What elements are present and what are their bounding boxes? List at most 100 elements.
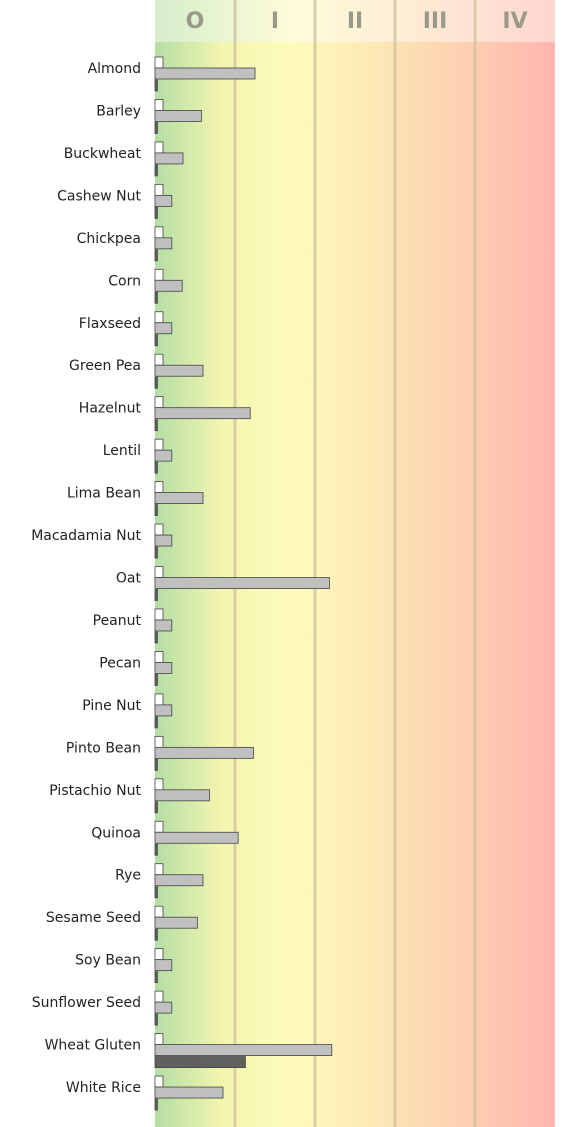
category-label: Chickpea bbox=[77, 231, 141, 247]
bar bbox=[154, 311, 164, 324]
bar bbox=[154, 971, 158, 984]
bar bbox=[154, 492, 204, 505]
bar bbox=[154, 353, 164, 366]
category-label: Green Pea bbox=[69, 358, 141, 374]
bar bbox=[154, 206, 158, 219]
category-label: Quinoa bbox=[91, 825, 141, 841]
category-label: Pecan bbox=[99, 655, 141, 671]
category-label: Almond bbox=[88, 61, 141, 77]
category-label: Cashew Nut bbox=[57, 188, 141, 204]
bar bbox=[154, 886, 158, 899]
band-label: I bbox=[271, 9, 279, 34]
bar bbox=[154, 110, 202, 122]
bar bbox=[154, 504, 158, 517]
category-label: Pine Nut bbox=[82, 698, 141, 714]
band-label: III bbox=[423, 9, 448, 34]
category-label: Buckwheat bbox=[64, 146, 142, 162]
category-label: Peanut bbox=[93, 613, 142, 629]
bar bbox=[154, 916, 198, 929]
bar bbox=[154, 291, 158, 304]
bar bbox=[154, 662, 173, 674]
bar bbox=[154, 693, 164, 706]
bar bbox=[154, 1086, 224, 1099]
bar bbox=[154, 322, 173, 335]
bar bbox=[154, 831, 239, 844]
band-label: II bbox=[347, 9, 363, 34]
bar bbox=[154, 1056, 246, 1068]
category-label: Hazelnut bbox=[79, 401, 142, 417]
category-label: Rye bbox=[115, 868, 141, 884]
bar bbox=[154, 523, 164, 536]
bar bbox=[154, 226, 164, 239]
category-label: Lima Bean bbox=[67, 486, 141, 502]
bar bbox=[154, 67, 256, 80]
category-label: Sesame Seed bbox=[46, 910, 141, 926]
bar bbox=[154, 905, 164, 918]
bar bbox=[154, 651, 164, 663]
category-label: Wheat Gluten bbox=[45, 1038, 141, 1054]
bar bbox=[154, 619, 173, 632]
bar bbox=[154, 279, 183, 292]
bar bbox=[154, 843, 158, 856]
bar bbox=[154, 438, 164, 451]
bar bbox=[154, 746, 254, 759]
bar bbox=[154, 419, 158, 432]
bar bbox=[154, 237, 173, 250]
bar bbox=[154, 461, 158, 474]
category-label: Oat bbox=[116, 571, 142, 587]
bar bbox=[154, 164, 158, 177]
bar bbox=[154, 589, 158, 601]
bar bbox=[154, 183, 164, 196]
bar bbox=[154, 801, 158, 814]
bar bbox=[154, 534, 173, 547]
bar bbox=[154, 268, 164, 281]
band-header bbox=[155, 0, 555, 42]
bar bbox=[154, 1001, 173, 1014]
bar bbox=[154, 577, 330, 589]
bar bbox=[154, 789, 210, 802]
bar bbox=[154, 249, 158, 262]
bar bbox=[154, 407, 251, 420]
bar bbox=[154, 1044, 333, 1056]
bar bbox=[154, 704, 173, 717]
category-label: White Rice bbox=[66, 1080, 141, 1096]
bar bbox=[154, 79, 158, 92]
bar bbox=[154, 194, 173, 207]
category-label: Pistachio Nut bbox=[49, 783, 141, 799]
bar bbox=[154, 674, 158, 686]
bar bbox=[154, 122, 158, 134]
bar bbox=[154, 735, 164, 748]
bar bbox=[154, 396, 164, 409]
category-label: Pinto Bean bbox=[66, 740, 141, 756]
bar bbox=[154, 874, 204, 887]
category-label: Flaxseed bbox=[79, 316, 141, 332]
category-label: Sunflower Seed bbox=[32, 995, 141, 1011]
bar bbox=[154, 758, 158, 771]
bar bbox=[154, 928, 158, 941]
bar bbox=[154, 990, 164, 1003]
bar bbox=[154, 152, 184, 165]
bar bbox=[154, 56, 164, 69]
category-label: Corn bbox=[108, 273, 141, 289]
bar bbox=[154, 1033, 164, 1045]
bar bbox=[154, 546, 158, 559]
plot-background bbox=[155, 0, 555, 1127]
category-label: Barley bbox=[96, 103, 141, 119]
bar bbox=[154, 364, 204, 377]
bar bbox=[154, 566, 164, 578]
bar bbox=[154, 778, 164, 791]
bar bbox=[154, 959, 173, 972]
bar bbox=[154, 820, 164, 833]
bar bbox=[154, 99, 164, 111]
category-label: Lentil bbox=[103, 443, 141, 459]
bar bbox=[154, 608, 164, 621]
bar bbox=[154, 141, 164, 154]
band-label: IV bbox=[502, 9, 527, 34]
bar bbox=[154, 716, 158, 729]
bar bbox=[154, 449, 173, 462]
bar bbox=[154, 948, 164, 961]
bar bbox=[154, 863, 164, 876]
category-label: Macadamia Nut bbox=[31, 528, 141, 544]
band-label: O bbox=[186, 9, 205, 34]
